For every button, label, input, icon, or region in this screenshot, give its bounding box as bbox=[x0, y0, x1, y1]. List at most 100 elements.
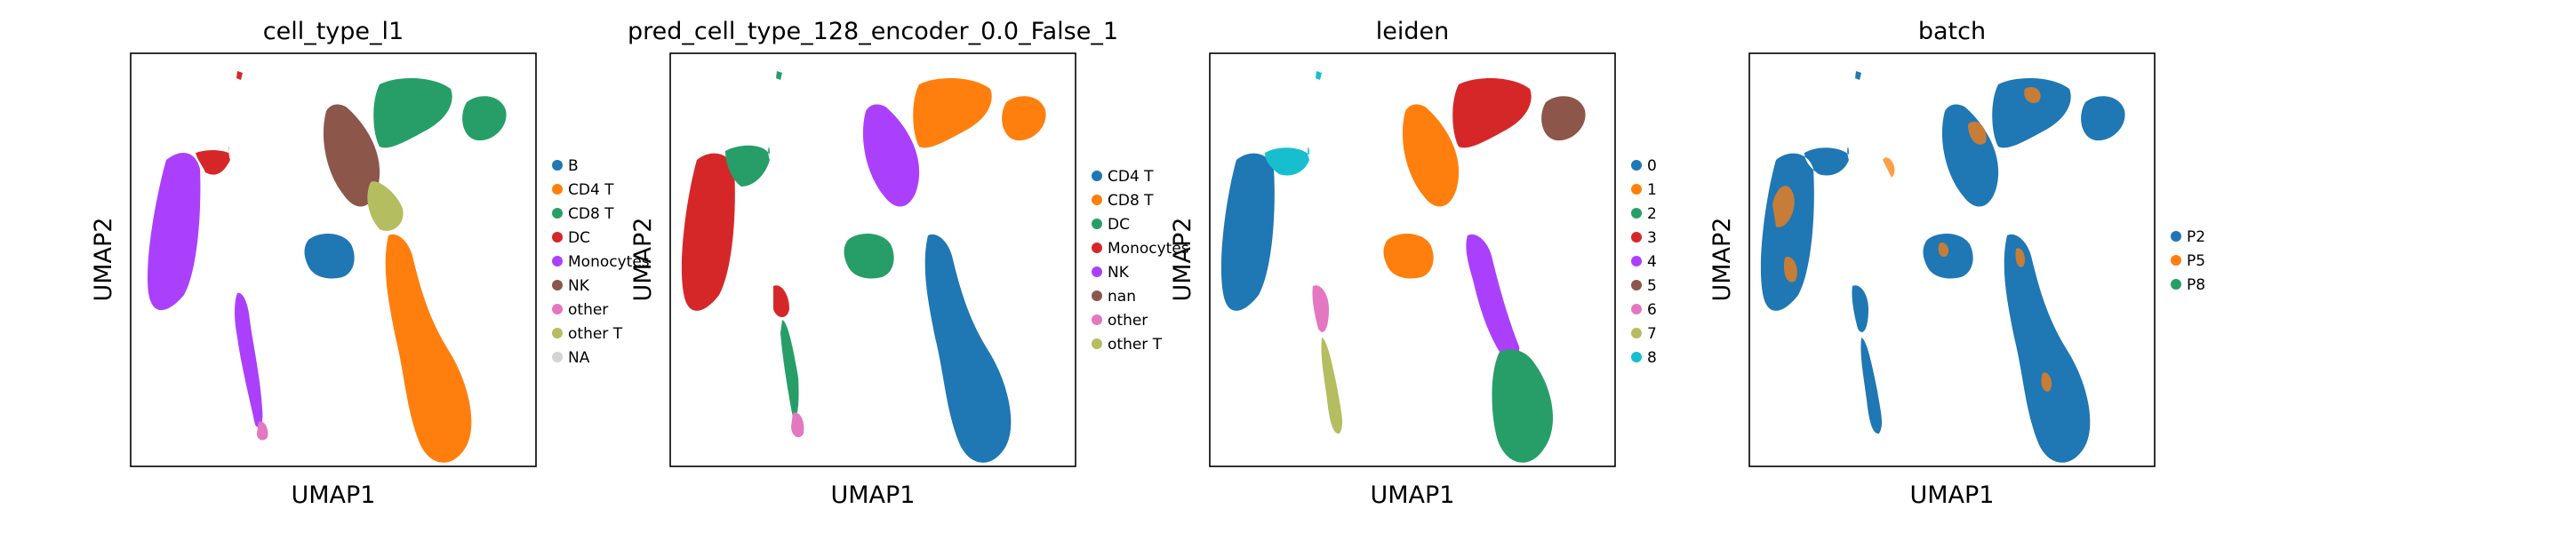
legend-marker bbox=[552, 352, 563, 362]
legend-label: 4 bbox=[1647, 253, 1657, 271]
cluster-other-points bbox=[235, 292, 263, 427]
cluster-2 bbox=[1492, 349, 1554, 463]
cluster-nk bbox=[862, 104, 920, 207]
cluster-cd8-t bbox=[913, 78, 992, 148]
legend-marker bbox=[552, 232, 563, 243]
scatter-points bbox=[148, 71, 507, 463]
legend-entry: Monocytes bbox=[552, 253, 650, 271]
legend-entry: DC bbox=[1092, 216, 1130, 234]
legend-label: Monocytes bbox=[1108, 240, 1189, 258]
cluster-b bbox=[304, 234, 355, 279]
legend-marker bbox=[2171, 255, 2181, 266]
legend-label: other bbox=[1108, 312, 1148, 330]
legend-marker bbox=[1631, 184, 1642, 195]
legend-entry: 7 bbox=[1631, 325, 1657, 343]
y-axis-label: UMAP2 bbox=[90, 218, 117, 302]
cluster-other bbox=[791, 412, 804, 438]
legend-label: other T bbox=[568, 325, 623, 343]
cluster-0 bbox=[1220, 153, 1275, 311]
legend-label: B bbox=[568, 157, 579, 175]
legend-entry: other T bbox=[1092, 336, 1163, 354]
cluster-cd4-t bbox=[924, 234, 1012, 463]
cluster-monocytes bbox=[681, 153, 735, 311]
cluster-7 bbox=[1321, 338, 1343, 434]
cluster-cd8-t bbox=[373, 78, 452, 148]
panel-batch: batch UMAP1 UMAP2 P2 P5 P8 bbox=[1708, 18, 2205, 509]
legend-entry: CD4 T bbox=[552, 181, 614, 199]
legend-entry: DC bbox=[552, 229, 590, 247]
legend-label: DC bbox=[568, 229, 590, 247]
cluster-cd4-t bbox=[385, 234, 472, 463]
legend-marker bbox=[1631, 304, 1642, 314]
legend: P2 P5 P8 bbox=[2171, 228, 2205, 294]
legend-marker bbox=[2171, 231, 2181, 242]
cluster-nk bbox=[323, 104, 380, 207]
legend-label: P2 bbox=[2187, 228, 2205, 246]
legend-label: CD8 T bbox=[568, 205, 614, 223]
cluster-monocytes-small bbox=[773, 285, 789, 317]
legend-label: CD4 T bbox=[1108, 168, 1154, 186]
legend-label: Monocytes bbox=[568, 253, 650, 271]
panel-pred-cell-type: pred_cell_type_128_encoder_0.0_False_1 U… bbox=[628, 18, 1189, 509]
legend-entry: NA bbox=[552, 349, 590, 367]
cluster-strand bbox=[780, 320, 799, 418]
legend-entry: nan bbox=[1092, 288, 1136, 306]
y-axis-label: UMAP2 bbox=[1708, 218, 1736, 302]
legend-marker bbox=[552, 184, 563, 195]
cluster-other-t bbox=[367, 181, 404, 231]
legend: B CD4 T CD8 T DC Monocytes NK other othe… bbox=[552, 157, 650, 367]
legend-marker bbox=[552, 328, 563, 338]
legend-label: other bbox=[568, 301, 608, 319]
legend-entry: Monocytes bbox=[1092, 240, 1189, 258]
legend-label: DC bbox=[1108, 216, 1130, 234]
cluster-p2 bbox=[1760, 71, 2125, 463]
legend-marker bbox=[1092, 219, 1102, 229]
legend-entry: CD4 T bbox=[1092, 168, 1154, 186]
scatter-points bbox=[681, 71, 1046, 463]
cluster-monocytes bbox=[148, 152, 201, 311]
legend-label: 2 bbox=[1647, 205, 1657, 223]
legend-entry: NK bbox=[552, 277, 590, 295]
legend-label: NK bbox=[1108, 264, 1130, 282]
cluster-1-mid bbox=[1383, 234, 1434, 279]
x-axis-label: UMAP1 bbox=[292, 481, 376, 509]
plot-frame bbox=[1209, 52, 1616, 467]
panel-leiden: leiden UMAP1 UMAP2 0 1 2 3 4 5 6 7 8 bbox=[1169, 18, 1657, 509]
legend-label: NA bbox=[568, 349, 590, 367]
y-axis-label: UMAP2 bbox=[1169, 218, 1196, 302]
plot-frame bbox=[669, 52, 1076, 467]
cluster-8 bbox=[1265, 147, 1309, 176]
legend-marker bbox=[1631, 208, 1642, 219]
legend-marker bbox=[1092, 266, 1102, 277]
cluster-dc bbox=[725, 145, 770, 187]
legend-label: 8 bbox=[1647, 349, 1657, 367]
cluster-1 bbox=[1402, 104, 1460, 207]
legend-label: P8 bbox=[2187, 276, 2205, 294]
legend-label: CD4 T bbox=[568, 181, 614, 199]
legend: CD4 T CD8 T DC Monocytes NK nan other ot… bbox=[1092, 168, 1189, 354]
legend-entry: CD8 T bbox=[1092, 192, 1154, 210]
legend-label: 6 bbox=[1647, 301, 1657, 319]
scatter-points bbox=[1760, 71, 2125, 463]
cluster-dc-small bbox=[236, 71, 243, 80]
plot-frame bbox=[1748, 52, 2156, 467]
legend-entry: other T bbox=[552, 325, 623, 343]
cluster-other bbox=[257, 421, 268, 441]
legend-marker bbox=[1631, 232, 1642, 243]
legend-marker bbox=[1092, 195, 1102, 205]
legend-label: nan bbox=[1108, 288, 1136, 306]
legend-label: 0 bbox=[1647, 157, 1657, 175]
legend-marker bbox=[1092, 314, 1102, 325]
legend-label: 7 bbox=[1647, 325, 1657, 343]
cluster-6 bbox=[1312, 285, 1329, 332]
cluster-4 bbox=[1466, 234, 1520, 358]
cluster-3 bbox=[1452, 78, 1532, 148]
panel-cell-type-l1: cell_type_l1 UMAP1 UMAP2 B CD4 T CD8 T D… bbox=[90, 18, 650, 509]
legend-label: P5 bbox=[2187, 252, 2205, 270]
legend-marker bbox=[1631, 280, 1642, 290]
legend-marker bbox=[552, 208, 563, 219]
legend-marker bbox=[1092, 171, 1102, 181]
legend-marker bbox=[1631, 352, 1642, 362]
y-axis-label: UMAP2 bbox=[629, 218, 657, 302]
